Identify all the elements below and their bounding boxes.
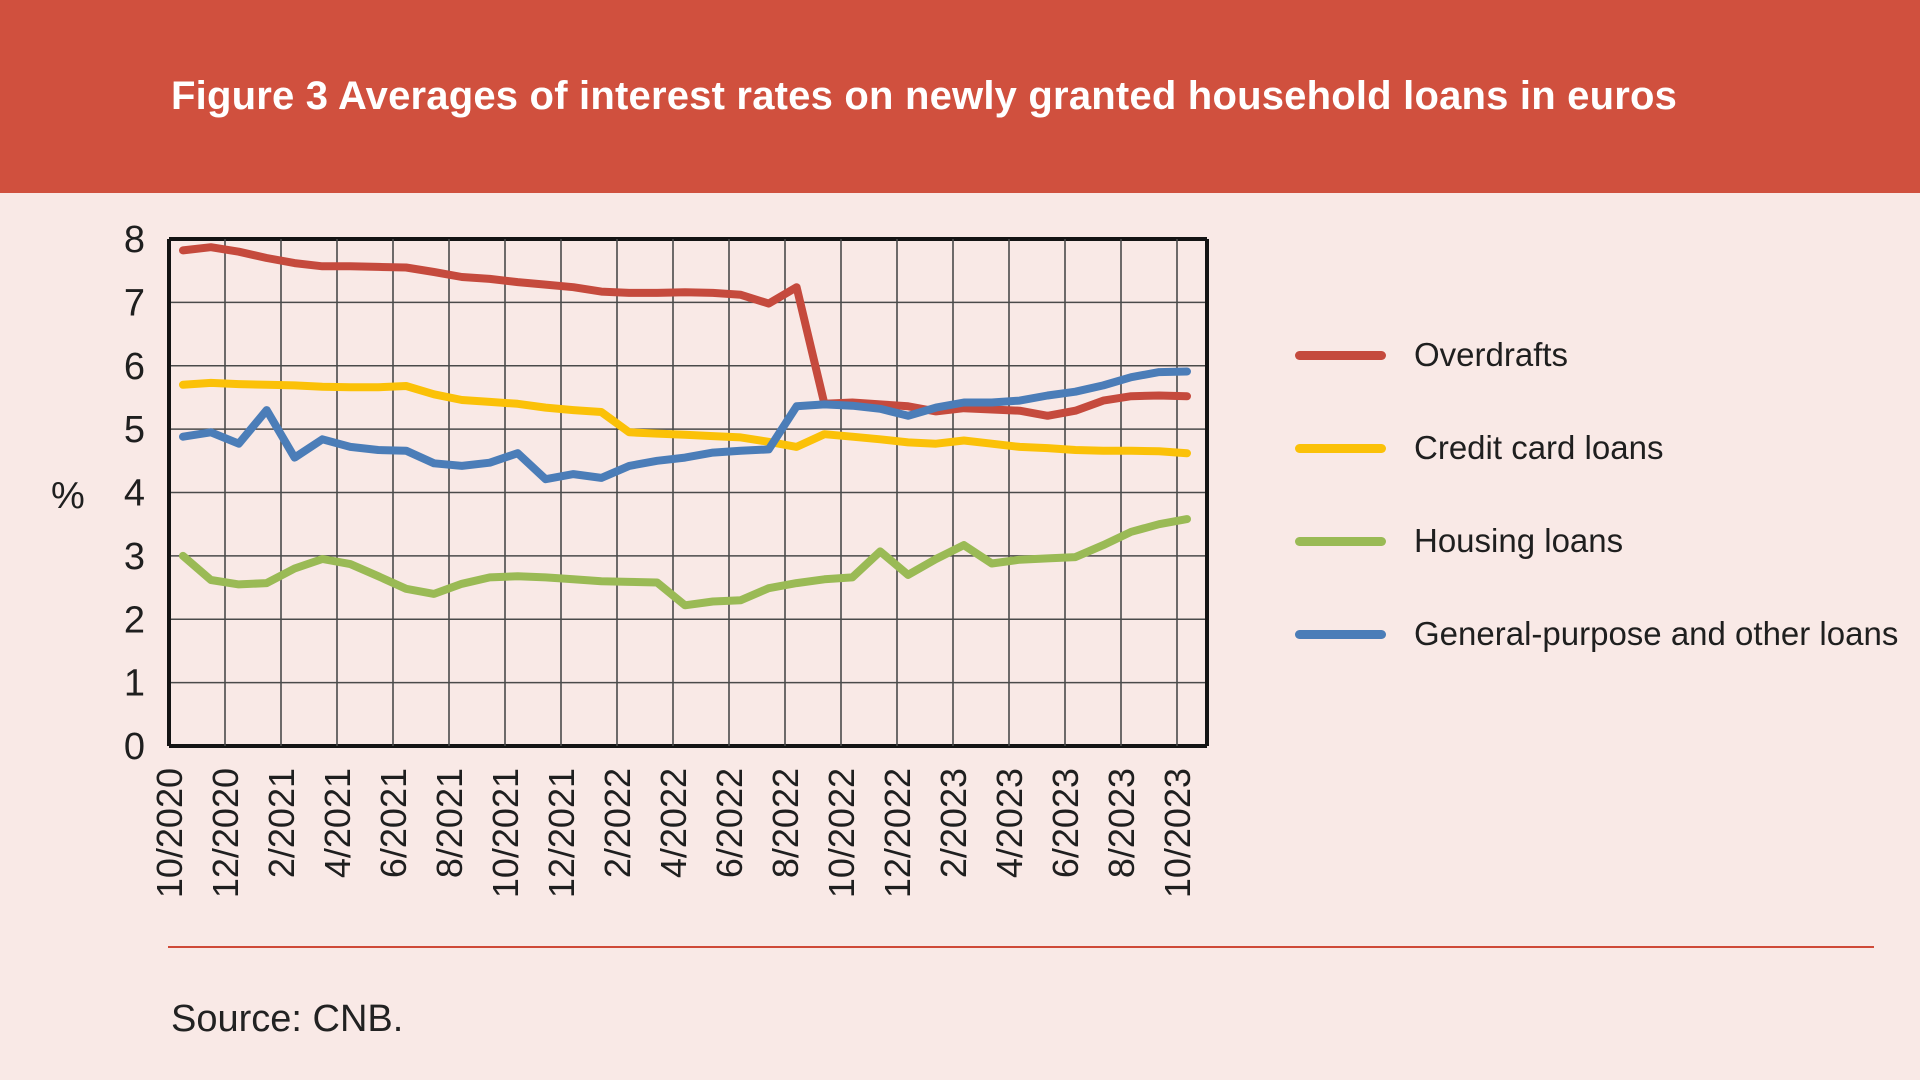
legend-item-overdrafts: Overdrafts (1295, 335, 1568, 375)
legend-label: Overdrafts (1414, 336, 1569, 373)
credit-card-loans-line-swatch (1295, 443, 1386, 453)
legend-label: Credit card loans (1414, 429, 1664, 466)
x-tick-label: 6/2021 (373, 768, 414, 878)
x-tick-label: 12/2022 (877, 768, 918, 898)
y-tick-label: 3 (124, 536, 145, 578)
y-tick-label: 8 (124, 219, 145, 261)
x-tick-label: 10/2020 (149, 768, 190, 898)
x-tick-label: 2/2021 (261, 768, 302, 878)
y-tick-label: 5 (124, 409, 145, 451)
overdrafts-line-swatch (1295, 350, 1386, 360)
x-tick-label: 6/2022 (709, 768, 750, 878)
x-tick-label: 4/2022 (653, 768, 694, 878)
y-tick-label: 1 (124, 663, 145, 705)
general-purpose-loans-line-swatch (1295, 629, 1386, 639)
x-tick-label: 6/2023 (1045, 768, 1086, 878)
x-tick-label: 8/2023 (1101, 768, 1142, 878)
legend-item-general-purpose-loans: General-purpose and other loans (1295, 614, 1898, 654)
x-tick-label: 10/2022 (821, 768, 862, 898)
x-tick-label: 10/2023 (1157, 768, 1198, 898)
x-tick-label: 12/2020 (205, 768, 246, 898)
series-line-general-purpose-and-other-loans (179, 367, 1191, 484)
header-banner: Figure 3 Averages of interest rates on n… (0, 0, 1920, 193)
x-tick-label: 4/2023 (989, 768, 1030, 878)
series-line-overdrafts (179, 243, 1191, 420)
x-tick-label: 8/2021 (429, 768, 470, 878)
y-tick-label: 4 (124, 473, 145, 515)
footer-separator-line (168, 946, 1874, 948)
x-tick-label: 8/2022 (765, 768, 806, 878)
y-tick-label: 7 (124, 282, 145, 324)
x-tick-label: 2/2022 (597, 768, 638, 878)
y-tick-label: 6 (124, 346, 145, 388)
housing-loans-line-swatch (1295, 536, 1386, 546)
x-tick-label: 4/2021 (317, 768, 358, 878)
figure-title: Figure 3 Averages of interest rates on n… (171, 74, 1678, 118)
y-tick-label: 0 (124, 726, 145, 768)
series-line-credit-card-loans (179, 378, 1191, 458)
series-line-housing-loans (179, 515, 1191, 610)
legend-item-credit-card-loans: Credit card loans (1295, 428, 1663, 468)
legend-label: General-purpose and other loans (1414, 615, 1899, 652)
x-tick-label: 12/2021 (541, 768, 582, 898)
source-note: Source: CNB. (171, 998, 404, 1040)
legend-item-housing-loans: Housing loans (1295, 521, 1623, 561)
y-tick-label: 2 (124, 599, 145, 641)
legend-label: Housing loans (1414, 522, 1624, 559)
x-tick-label: 10/2021 (485, 768, 526, 898)
x-tick-label: 2/2023 (933, 768, 974, 878)
y-axis-unit-label: % (51, 475, 85, 517)
